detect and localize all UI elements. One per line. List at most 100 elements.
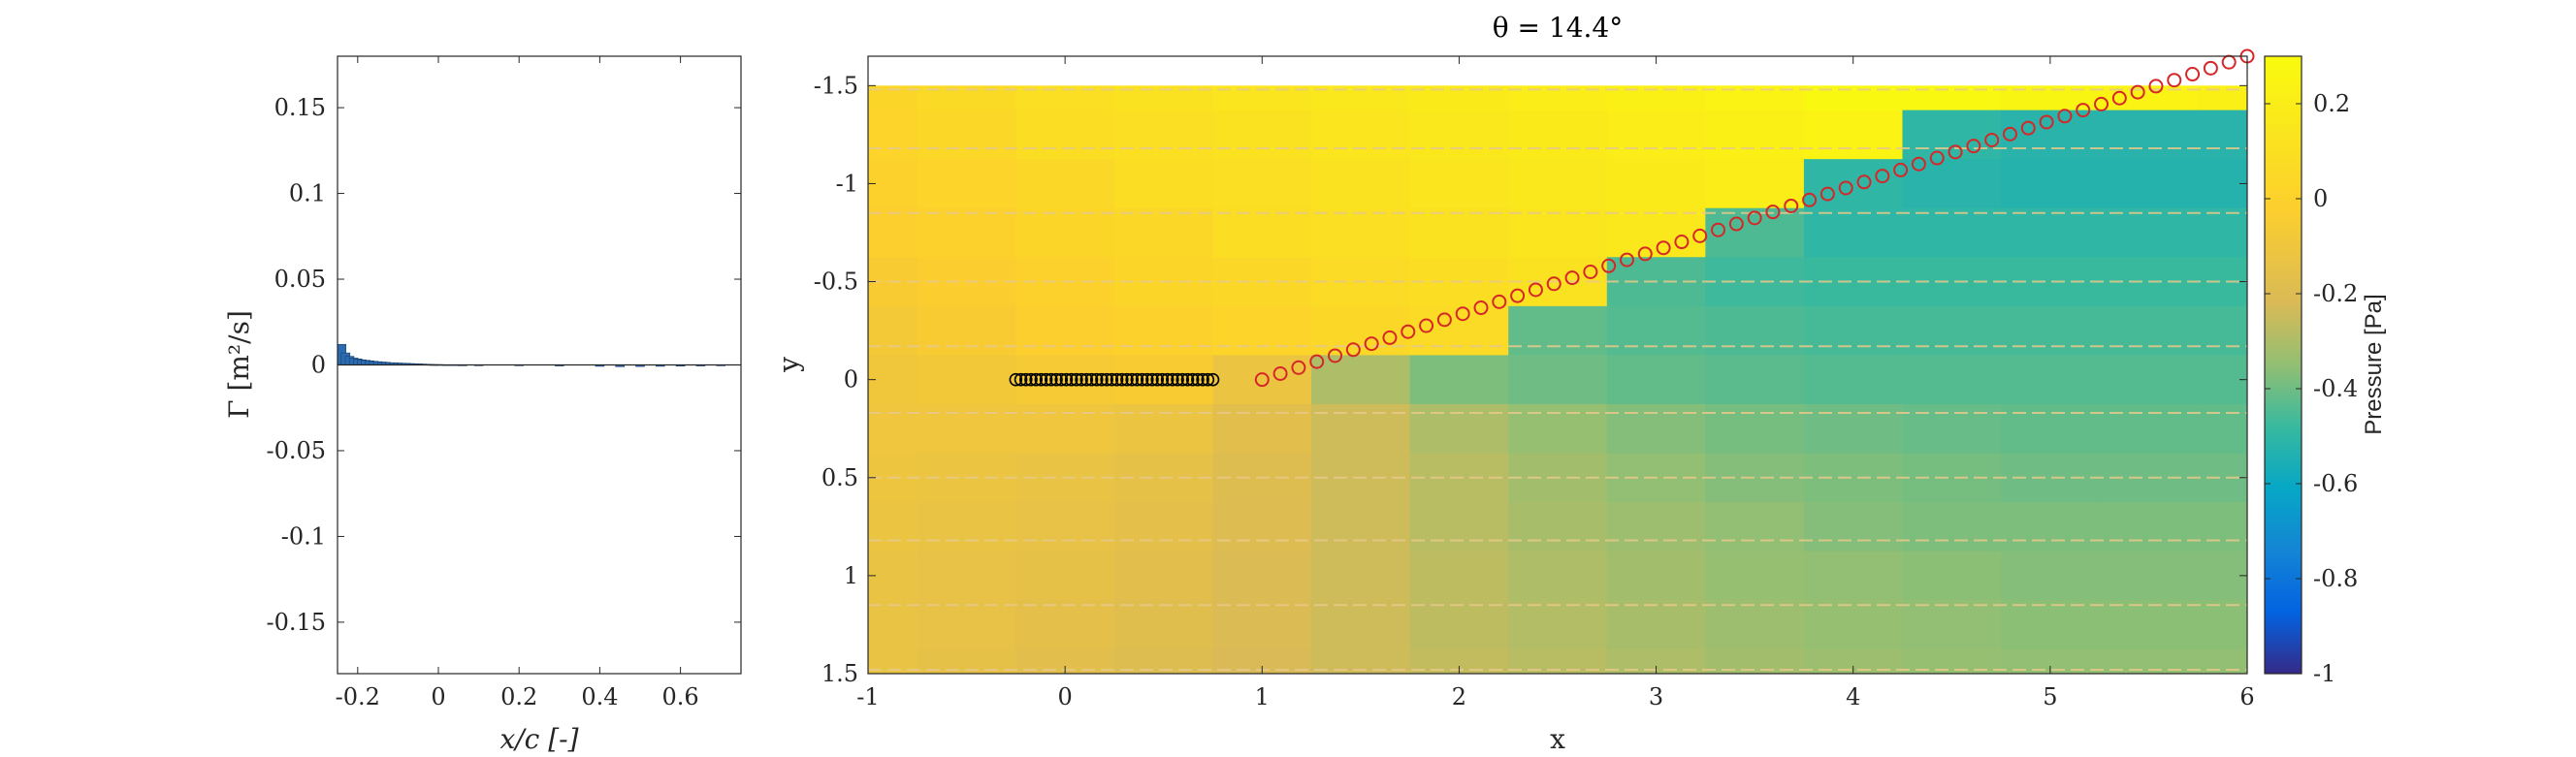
wake-point xyxy=(1911,156,1926,172)
pressure-cell xyxy=(1113,207,1214,258)
wake-point xyxy=(1692,228,1708,243)
pressure-cell xyxy=(868,159,918,209)
pressure-cell xyxy=(1508,403,1608,455)
x-tick-label: 6 xyxy=(2239,683,2254,710)
pressure-cell xyxy=(917,207,1016,258)
wake-point xyxy=(2057,109,2073,124)
airfoil-point xyxy=(1201,372,1215,387)
pressure-cell xyxy=(1311,207,1411,258)
y-tick-label: 0.05 xyxy=(274,266,326,293)
wake-vortex-points xyxy=(1254,48,2255,388)
airfoil-point xyxy=(1089,372,1104,387)
pressure-cell xyxy=(1803,207,1904,258)
wake-point xyxy=(1929,150,1945,166)
pressure-cell xyxy=(2001,551,2101,601)
pressure-cell xyxy=(1113,110,1214,160)
pressure-x-label: x xyxy=(1550,723,1565,755)
airfoil-point xyxy=(1180,372,1195,387)
pressure-cell xyxy=(1803,600,1904,650)
pressure-cell xyxy=(2198,305,2247,356)
airfoil-point xyxy=(1196,372,1209,387)
airfoil-point xyxy=(1175,372,1190,387)
airfoil-point xyxy=(1155,372,1170,387)
pressure-cell xyxy=(1902,305,2002,356)
pressure-cell xyxy=(2099,110,2199,160)
airfoil-point xyxy=(1029,372,1043,387)
pressure-cell xyxy=(1212,355,1312,405)
pressure-cell xyxy=(2198,207,2247,258)
pressure-cell xyxy=(1606,551,1706,601)
wake-point xyxy=(1637,246,1653,262)
colorbar-tick-label: -1 xyxy=(2313,660,2335,687)
colorbar: 0.2 0 -0.2 -0.4 -0.6 -0.8 -1 Pressure [Pa] xyxy=(2264,55,2387,687)
y-tick-label: 0.15 xyxy=(274,94,326,121)
airfoil-point xyxy=(1024,372,1038,387)
pressure-cell xyxy=(1508,600,1608,650)
pressure-cell xyxy=(917,110,1016,160)
y-tick-label: -0.05 xyxy=(266,437,326,464)
wake-point xyxy=(1473,300,1489,316)
pressure-cell xyxy=(917,403,1016,455)
y-tick-label: 0 xyxy=(311,352,326,379)
pressure-cell xyxy=(2198,551,2247,601)
pressure-cell xyxy=(1409,502,1509,552)
pressure-cell xyxy=(2001,159,2101,209)
colorbar-tick-label: -0.8 xyxy=(2313,565,2358,592)
pressure-cell xyxy=(1311,403,1411,455)
pressure-cell xyxy=(1606,502,1706,552)
pressure-cell xyxy=(917,551,1016,601)
pressure-cell xyxy=(1705,159,1805,209)
pressure-cell xyxy=(1409,403,1509,455)
pressure-cell xyxy=(1705,502,1805,552)
pressure-cell xyxy=(2001,600,2101,650)
colorbar-box xyxy=(2264,55,2302,675)
wake-point xyxy=(1291,360,1306,375)
airfoil-point xyxy=(1191,372,1205,387)
airfoil-point xyxy=(1045,372,1058,387)
wake-point xyxy=(1674,235,1690,250)
pressure-cell xyxy=(2198,159,2247,209)
y-tick-label: -1.5 xyxy=(814,72,858,99)
pressure-cell xyxy=(2099,600,2199,650)
pressure-cell xyxy=(1902,110,2002,160)
pressure-cell xyxy=(1902,502,2002,552)
pressure-field-title: θ = 14.4° xyxy=(1493,12,1623,44)
pressure-cell xyxy=(1113,403,1214,455)
pressure-cell xyxy=(1015,502,1115,552)
circulation-y-ticks: 0.15 0.1 0.05 0 -0.05 -0.1 -0.15 xyxy=(266,94,741,636)
pressure-cell xyxy=(1409,305,1509,356)
wake-point xyxy=(1656,240,1671,256)
airfoil-point xyxy=(1206,372,1220,387)
wake-point xyxy=(1272,365,1288,381)
airfoil-point xyxy=(1125,372,1139,387)
wake-point xyxy=(1893,162,1909,177)
airfoil-point xyxy=(1070,372,1083,387)
wake-point xyxy=(1728,216,1744,232)
airfoil-point xyxy=(1135,372,1149,387)
pressure-cell xyxy=(1113,159,1214,209)
pressure-cell xyxy=(1015,403,1115,455)
pressure-cell xyxy=(1606,305,1706,356)
wake-point xyxy=(2039,114,2054,130)
circulation-bars xyxy=(338,343,741,367)
pressure-cell xyxy=(2001,502,2101,552)
pressure-cell xyxy=(1409,600,1509,650)
colorbar-tick-label: -0.6 xyxy=(2313,470,2358,497)
wake-point xyxy=(1546,276,1562,292)
pressure-cell xyxy=(1212,305,1312,356)
pressure-cell xyxy=(1705,207,1805,258)
pressure-cell xyxy=(1409,551,1509,601)
pressure-x-ticks: -1 0 1 2 3 4 5 6 xyxy=(856,56,2255,710)
wake-point xyxy=(2130,84,2145,100)
y-tick-label: 0.5 xyxy=(821,464,858,491)
pressure-cell xyxy=(1508,551,1608,601)
pressure-cell xyxy=(2198,355,2247,405)
airfoil-point xyxy=(1064,372,1079,387)
airfoil-point xyxy=(1039,372,1053,387)
y-tick-label: 0.1 xyxy=(289,180,326,207)
wake-point xyxy=(1838,180,1853,196)
pressure-cell xyxy=(1113,551,1214,601)
pressure-cell xyxy=(1015,110,1115,160)
pressure-cell xyxy=(2198,110,2247,160)
airfoil-point xyxy=(1100,372,1113,387)
